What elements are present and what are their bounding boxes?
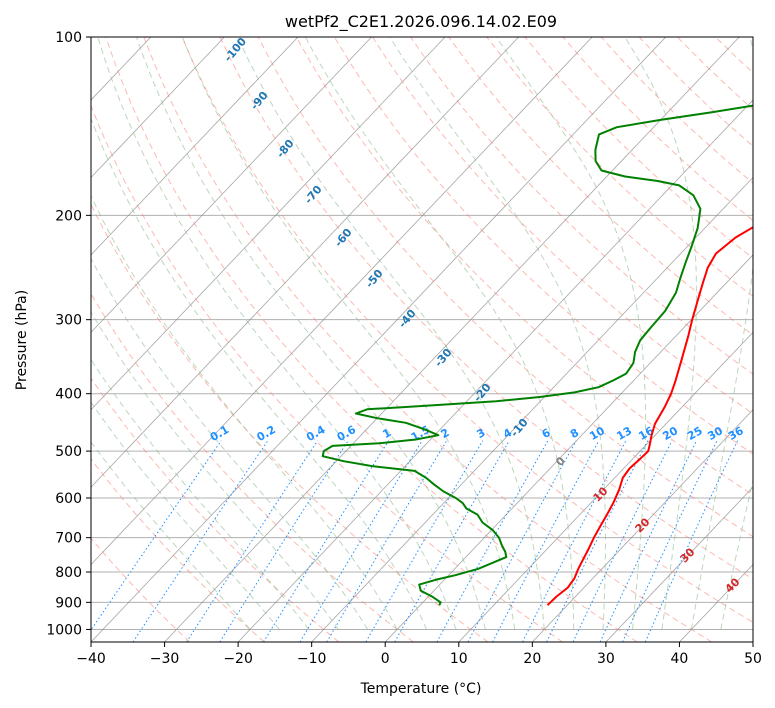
- dry-adiabat: [448, 37, 753, 336]
- isotherm: [91, 37, 372, 333]
- plot-frame: [90, 36, 754, 643]
- x-tick-label: −10: [297, 651, 327, 667]
- y-tick-label: 1000: [46, 622, 82, 638]
- isotherm: [91, 37, 519, 488]
- isotherm: [91, 37, 299, 256]
- moist-adiabat: [389, 37, 606, 630]
- isotherm: [91, 37, 225, 179]
- isotherm: [532, 409, 753, 642]
- mixing-ratio-line: [299, 440, 423, 642]
- moist-adiabat: [91, 358, 310, 630]
- moist-adiabat: [181, 37, 516, 630]
- y-tick-label: 600: [55, 491, 82, 507]
- mixing-ratio-line: [326, 440, 448, 642]
- mixing-ratio-line: [365, 440, 484, 642]
- dry-adiabat: [181, 37, 753, 623]
- isotherm: [164, 37, 740, 642]
- dry-adiabat: [486, 37, 753, 297]
- mixing-ratio-line: [467, 440, 577, 642]
- moist-adiabat: [91, 311, 339, 630]
- isotherm: [91, 37, 593, 566]
- dry-adiabat: [91, 537, 191, 642]
- dry-adiabat: [91, 104, 563, 642]
- y-tick-label: 700: [55, 531, 82, 547]
- x-axis-label: Temperature (°C): [360, 681, 482, 697]
- isotherm: [91, 37, 667, 642]
- isotherm: [384, 254, 753, 642]
- isotherm: [458, 331, 753, 642]
- x-tick-label: −20: [223, 651, 253, 667]
- moist-adiabat: [91, 194, 398, 630]
- moist-adiabat: [304, 37, 575, 630]
- reference-lines: [91, 37, 753, 642]
- isotherm: [237, 99, 753, 642]
- y-tick-label: 900: [55, 595, 82, 611]
- temperature-profile: [546, 226, 753, 606]
- mixing-ratio-line: [546, 440, 649, 642]
- dewpoint-profile: [321, 104, 753, 606]
- dry-adiabat: [219, 37, 753, 580]
- dry-adiabat: [257, 37, 753, 538]
- isotherm: [91, 37, 446, 411]
- x-tick-label: −30: [150, 651, 180, 667]
- x-axis: −40 −30 −20 −10 0 10 20 30 40 50: [76, 642, 762, 667]
- profile-series: [321, 104, 753, 606]
- mixing-ratio-line: [572, 440, 673, 642]
- dry-adiabat: [91, 292, 414, 642]
- moist-adiabat: [91, 441, 251, 630]
- moist-adiabat: [495, 37, 647, 630]
- dry-adiabat: [91, 203, 489, 642]
- x-tick-label: 30: [597, 651, 615, 667]
- moist-adiabat: [91, 117, 428, 630]
- y-tick-label: 200: [55, 208, 82, 224]
- x-tick-label: 0: [381, 651, 390, 667]
- dry-adiabat: [410, 37, 753, 375]
- x-tick-label: 40: [671, 651, 689, 667]
- moist-adiabat: [624, 37, 697, 630]
- mixing-ratio-line: [644, 440, 739, 642]
- mixing-ratio-line: [436, 440, 549, 642]
- mixing-ratio-line: [219, 440, 349, 642]
- y-axis: 100 200 300 400 500 600 700 800 900 1000: [46, 30, 91, 638]
- mixing-ratio-line: [263, 440, 390, 642]
- y-axis-label: Pressure (hPa): [14, 290, 30, 390]
- moist-adiabat: [91, 401, 280, 630]
- mixing-ratio-line: [394, 440, 510, 642]
- x-tick-label: 20: [523, 651, 541, 667]
- moist-adiabat: [720, 477, 753, 630]
- x-tick-label: −40: [76, 651, 106, 667]
- y-tick-label: 100: [55, 30, 82, 46]
- x-tick-label: 10: [450, 651, 468, 667]
- moist-adiabat: [136, 37, 486, 630]
- y-tick-label: 800: [55, 565, 82, 581]
- moist-adiabat: [237, 37, 545, 630]
- mixing-ratio-line: [186, 440, 319, 642]
- y-tick-label: 400: [55, 387, 82, 403]
- isotherm: [605, 486, 753, 642]
- dry-adiabat: [143, 37, 713, 642]
- dry-adiabat: [91, 458, 265, 642]
- chart-title: wetPf2_C2E1.2026.096.14.02.E09: [285, 12, 557, 32]
- x-tick-label: 50: [744, 651, 762, 667]
- y-tick-label: 300: [55, 313, 82, 329]
- moist-adiabat: [97, 37, 457, 630]
- dry-adiabat: [333, 37, 753, 455]
- dry-adiabat: [295, 37, 753, 496]
- moist-adiabat: [91, 257, 369, 630]
- dry-adiabat: [372, 37, 753, 415]
- y-tick-label: 500: [55, 444, 82, 460]
- moist-adiabat: [690, 37, 753, 630]
- mixing-ratio-line: [132, 440, 269, 642]
